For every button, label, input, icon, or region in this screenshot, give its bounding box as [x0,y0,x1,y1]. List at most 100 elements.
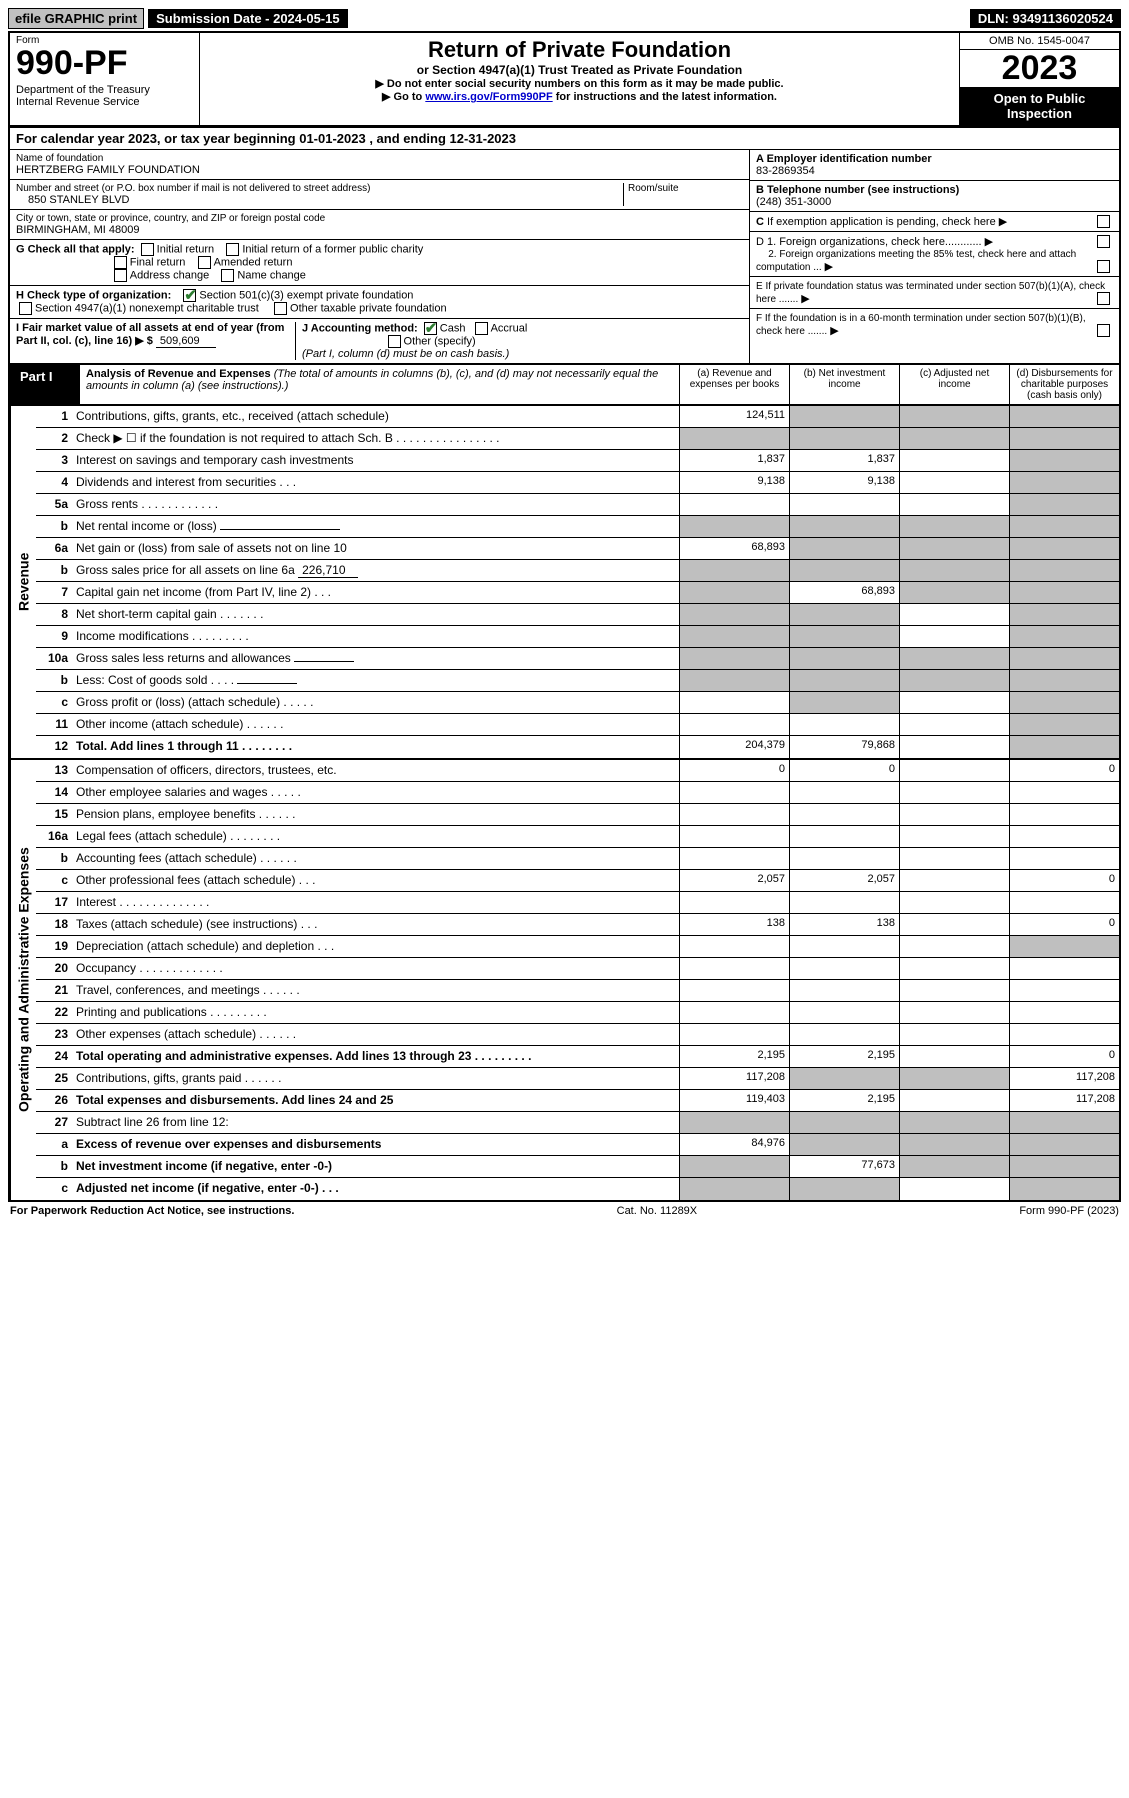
form-note-1: ▶ Do not enter social security numbers o… [204,77,955,90]
irs-link[interactable]: www.irs.gov/Form990PF [425,91,552,103]
row-18: 18Taxes (attach schedule) (see instructi… [36,914,1119,936]
section-d: D 1. Foreign organizations, check here..… [750,232,1119,277]
row-6a: 6aNet gain or (loss) from sale of assets… [36,538,1119,560]
row-3: 3Interest on savings and temporary cash … [36,450,1119,472]
checkbox-d1[interactable] [1097,235,1110,248]
section-g: G Check all that apply: Initial return I… [10,240,749,286]
dept-treasury: Department of the Treasury Internal Reve… [16,84,193,108]
row-17: 17Interest . . . . . . . . . . . . . . [36,892,1119,914]
section-c: C C If exemption application is pending,… [750,212,1119,232]
row-15: 15Pension plans, employee benefits . . .… [36,804,1119,826]
checkbox-cash[interactable] [424,322,437,335]
info-left: Name of foundation HERTZBERG FAMILY FOUN… [10,150,749,363]
row-4: 4Dividends and interest from securities … [36,472,1119,494]
checkbox-name-change[interactable] [221,269,234,282]
row-27a: aExcess of revenue over expenses and dis… [36,1134,1119,1156]
col-a-header: (a) Revenue and expenses per books [679,365,789,404]
city-cell: City or town, state or province, country… [10,210,749,240]
expenses-section: Operating and Administrative Expenses 13… [8,760,1121,1202]
section-ij: I Fair market value of all assets at end… [10,319,749,363]
row-6b: bGross sales price for all assets on lin… [36,560,1119,582]
row-14: 14Other employee salaries and wages . . … [36,782,1119,804]
info-right: A Employer identification number 83-2869… [749,150,1119,363]
row-1: 1Contributions, gifts, grants, etc., rec… [36,406,1119,428]
revenue-section: Revenue 1Contributions, gifts, grants, e… [8,406,1121,760]
part1-label: Part I [10,365,80,404]
row-22: 22Printing and publications . . . . . . … [36,1002,1119,1024]
page-footer: For Paperwork Reduction Act Notice, see … [8,1202,1121,1220]
row-16b: bAccounting fees (attach schedule) . . .… [36,848,1119,870]
row-26: 26Total expenses and disbursements. Add … [36,1090,1119,1112]
form-note-2: ▶ Go to www.irs.gov/Form990PF for instru… [204,90,955,103]
row-5b: bNet rental income or (loss) [36,516,1119,538]
col-c-header: (c) Adjusted net income [899,365,1009,404]
phone-cell: B Telephone number (see instructions) (2… [750,181,1119,212]
row-7: 7Capital gain net income (from Part IV, … [36,582,1119,604]
part1-header: Part I Analysis of Revenue and Expenses … [8,365,1121,406]
checkbox-initial-return[interactable] [141,243,154,256]
row-23: 23Other expenses (attach schedule) . . .… [36,1024,1119,1046]
form-center: Return of Private Foundation or Section … [200,33,959,125]
row-9: 9Income modifications . . . . . . . . . [36,626,1119,648]
checkbox-initial-former[interactable] [226,243,239,256]
fmv-label: I Fair market value of all assets at end… [16,322,284,347]
row-11: 11Other income (attach schedule) . . . .… [36,714,1119,736]
checkbox-final-return[interactable] [114,256,127,269]
checkbox-e[interactable] [1097,292,1110,305]
efile-print-button[interactable]: efile GRAPHIC print [8,8,144,29]
part1-desc: Analysis of Revenue and Expenses (The to… [80,365,679,404]
checkbox-f[interactable] [1097,324,1110,337]
form-right: OMB No. 1545-0047 2023 Open to Public In… [959,33,1119,125]
row-10c: cGross profit or (loss) (attach schedule… [36,692,1119,714]
checkbox-d2[interactable] [1097,260,1110,273]
row-27: 27Subtract line 26 from line 12: [36,1112,1119,1134]
row-16a: 16aLegal fees (attach schedule) . . . . … [36,826,1119,848]
form-header: Form 990-PF Department of the Treasury I… [8,31,1121,128]
section-f: F If the foundation is in a 60-month ter… [750,309,1119,340]
footer-right: Form 990-PF (2023) [1019,1205,1119,1217]
calendar-year-row: For calendar year 2023, or tax year begi… [8,128,1121,150]
dln: DLN: 93491136020524 [970,9,1121,28]
row-12: 12Total. Add lines 1 through 11 . . . . … [36,736,1119,758]
row-21: 21Travel, conferences, and meetings . . … [36,980,1119,1002]
expenses-side-label: Operating and Administrative Expenses [10,760,36,1200]
address-cell: Number and street (or P.O. box number if… [10,180,749,210]
row-5a: 5aGross rents . . . . . . . . . . . . [36,494,1119,516]
checkbox-amended[interactable] [198,256,211,269]
top-bar: efile GRAPHIC print Submission Date - 20… [8,8,1121,29]
form-left: Form 990-PF Department of the Treasury I… [10,33,200,125]
ein-cell: A Employer identification number 83-2869… [750,150,1119,181]
col-d-header: (d) Disbursements for charitable purpose… [1009,365,1119,404]
row-20: 20Occupancy . . . . . . . . . . . . . [36,958,1119,980]
row-16c: cOther professional fees (attach schedul… [36,870,1119,892]
open-public: Open to Public Inspection [960,87,1119,125]
row-19: 19Depreciation (attach schedule) and dep… [36,936,1119,958]
row-2: 2Check ▶ ☐ if the foundation is not requ… [36,428,1119,450]
form-subtitle: or Section 4947(a)(1) Trust Treated as P… [204,63,955,77]
section-h: H Check type of organization: Section 50… [10,286,749,319]
checkbox-c[interactable] [1097,215,1110,228]
revenue-side-label: Revenue [10,406,36,758]
checkbox-501c3[interactable] [183,289,196,302]
checkbox-4947[interactable] [19,302,32,315]
row-24: 24Total operating and administrative exp… [36,1046,1119,1068]
checkbox-other-method[interactable] [388,335,401,348]
info-grid: Name of foundation HERTZBERG FAMILY FOUN… [8,150,1121,365]
col-b-header: (b) Net investment income [789,365,899,404]
row-27b: bNet investment income (if negative, ent… [36,1156,1119,1178]
form-title: Return of Private Foundation [204,37,955,63]
checkbox-accrual[interactable] [475,322,488,335]
footer-center: Cat. No. 11289X [617,1205,698,1217]
checkbox-address-change[interactable] [114,269,127,282]
submission-date: Submission Date - 2024-05-15 [148,9,348,28]
fmv-value: 509,609 [156,335,216,348]
row-25: 25Contributions, gifts, grants paid . . … [36,1068,1119,1090]
footer-left: For Paperwork Reduction Act Notice, see … [10,1205,294,1217]
section-e: E If private foundation status was termi… [750,277,1119,309]
row-8: 8Net short-term capital gain . . . . . .… [36,604,1119,626]
form-number: 990-PF [16,46,193,80]
row-13: 13Compensation of officers, directors, t… [36,760,1119,782]
row-10a: 10aGross sales less returns and allowanc… [36,648,1119,670]
tax-year: 2023 [960,50,1119,87]
checkbox-other-taxable[interactable] [274,302,287,315]
